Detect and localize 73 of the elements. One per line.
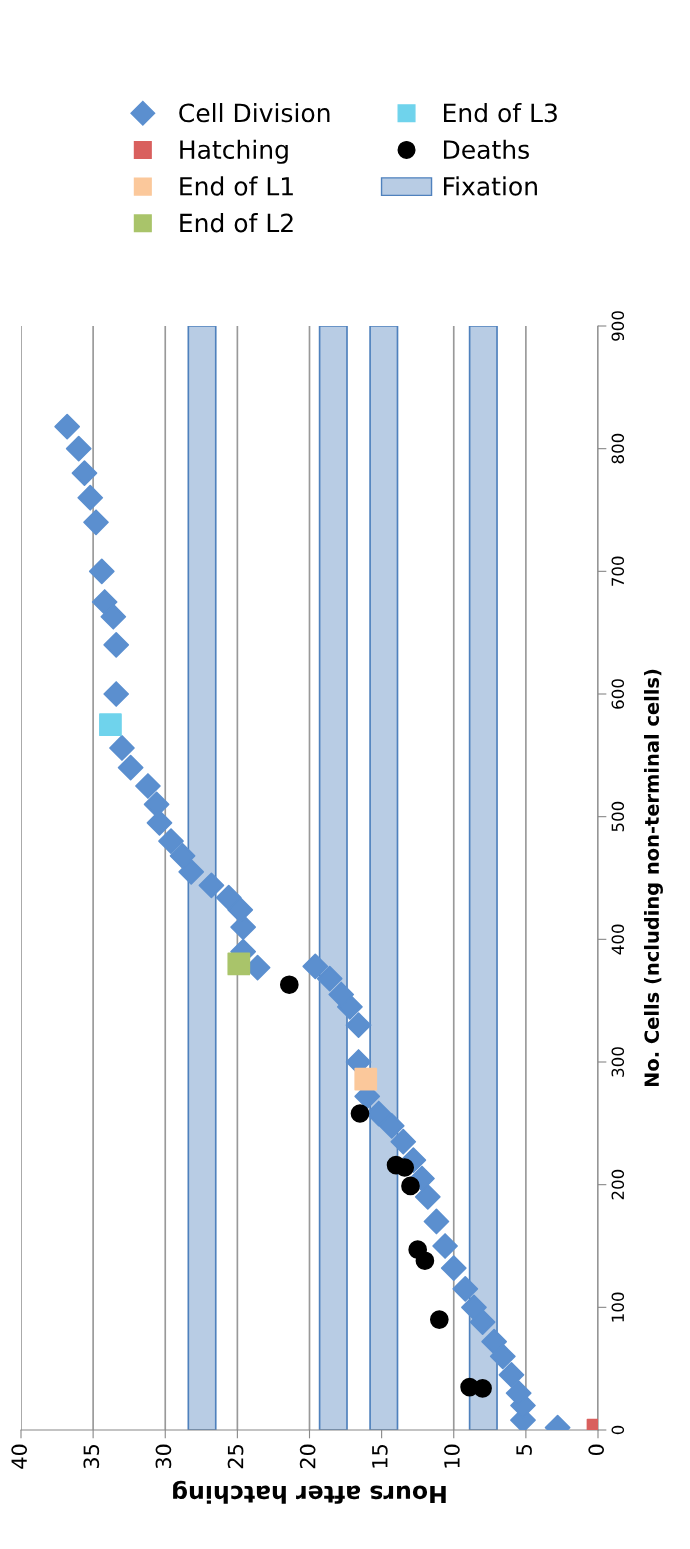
- point: [432, 1233, 458, 1259]
- x-tick-label: 25: [227, 1445, 244, 1469]
- point: [378, 1112, 405, 1139]
- point: [117, 754, 144, 781]
- point: [54, 413, 81, 440]
- point: [473, 1378, 492, 1398]
- point: [440, 1255, 467, 1281]
- point: [103, 632, 130, 658]
- point: [227, 952, 251, 976]
- point: [415, 1251, 435, 1271]
- point: [91, 589, 118, 615]
- legend-label: Fixation: [444, 176, 537, 196]
- point: [88, 558, 115, 585]
- point: [83, 509, 109, 536]
- point: [350, 1104, 370, 1123]
- x-tick-label: 20: [299, 1444, 316, 1469]
- x-tick-label: 5: [516, 1445, 532, 1455]
- point: [227, 897, 254, 923]
- legend-label: End of L1: [180, 176, 293, 196]
- point: [135, 773, 161, 799]
- y-tick-label: 600: [611, 679, 625, 709]
- point: [345, 1012, 372, 1039]
- y-tick-label: 500: [611, 801, 625, 832]
- y-tick-label: 0: [611, 1425, 625, 1435]
- point: [215, 884, 242, 911]
- legend-label: End of L2: [180, 213, 293, 233]
- point: [65, 435, 92, 462]
- point: [489, 1343, 516, 1370]
- point: [481, 1328, 508, 1355]
- x-axis-title: Hours after hatching: [173, 1480, 446, 1504]
- point: [328, 981, 355, 1008]
- legend-label: Deaths: [444, 139, 529, 160]
- point: [169, 843, 196, 869]
- point: [429, 1310, 449, 1329]
- x-tick-label: 10: [444, 1444, 460, 1468]
- point: [316, 965, 343, 992]
- point: [178, 859, 205, 885]
- point: [158, 828, 184, 855]
- point: [103, 681, 130, 707]
- point: [461, 1294, 487, 1321]
- point: [302, 953, 329, 980]
- x-tick-label: 30: [155, 1444, 172, 1469]
- point: [401, 1176, 420, 1196]
- point: [143, 791, 170, 818]
- point: [354, 1067, 378, 1091]
- y-tick-label: 700: [611, 556, 625, 586]
- x-tick-label: 0: [588, 1444, 605, 1456]
- point: [452, 1276, 479, 1302]
- y-axis-title: No. Cells (ncluding non-terminal cells): [643, 669, 663, 1087]
- point: [498, 1361, 525, 1388]
- y-tick-label: 800: [611, 433, 625, 464]
- point: [109, 735, 135, 761]
- x-tick-label: 40: [11, 1444, 28, 1469]
- point: [279, 975, 299, 995]
- legend-label: Hatching: [180, 139, 288, 164]
- point: [414, 1184, 441, 1210]
- point: [390, 1128, 417, 1155]
- x-tick-label: 15: [372, 1445, 388, 1468]
- point: [423, 1208, 450, 1235]
- point: [77, 484, 104, 511]
- point: [71, 460, 98, 487]
- y-tick-label: 400: [611, 924, 625, 955]
- y-tick-label: 300: [611, 1047, 625, 1077]
- x-tick-label: 35: [83, 1445, 100, 1469]
- y-tick-label: 100: [611, 1292, 625, 1322]
- y-tick-label: 200: [611, 1169, 625, 1200]
- point: [100, 603, 127, 630]
- y-tick-label: 900: [611, 311, 625, 341]
- legend-label: End of L3: [444, 102, 557, 123]
- point: [198, 872, 225, 899]
- point: [230, 914, 257, 940]
- legend-label: Cell Division: [179, 102, 330, 123]
- point: [99, 713, 122, 737]
